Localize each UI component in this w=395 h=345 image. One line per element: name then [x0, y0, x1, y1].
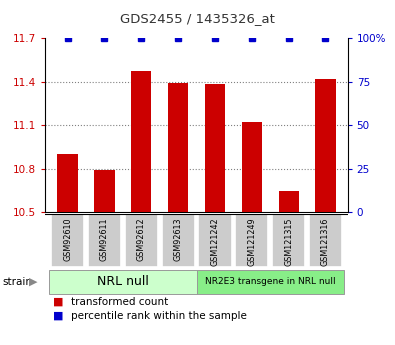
Text: ■: ■: [53, 311, 64, 321]
Bar: [309, 215, 342, 267]
Text: GDS2455 / 1435326_at: GDS2455 / 1435326_at: [120, 12, 275, 25]
Bar: [235, 215, 268, 267]
Text: percentile rank within the sample: percentile rank within the sample: [71, 311, 247, 321]
Text: GSM92611: GSM92611: [100, 218, 109, 261]
Text: transformed count: transformed count: [71, 297, 168, 307]
Bar: [57, 154, 78, 212]
Text: GSM92612: GSM92612: [137, 218, 146, 261]
Bar: [131, 71, 151, 212]
Text: GSM121249: GSM121249: [247, 218, 256, 266]
Bar: [51, 215, 84, 267]
Text: ▶: ▶: [29, 277, 38, 287]
Bar: [272, 215, 305, 267]
Text: GSM92610: GSM92610: [63, 218, 72, 261]
Text: GSM121316: GSM121316: [321, 218, 330, 266]
Bar: [125, 215, 158, 267]
Text: GSM92613: GSM92613: [173, 218, 182, 261]
Text: strain: strain: [2, 277, 32, 287]
Text: NR2E3 transgene in NRL null: NR2E3 transgene in NRL null: [205, 277, 335, 286]
Bar: [168, 83, 188, 212]
Bar: [88, 215, 121, 267]
Bar: [49, 270, 197, 294]
Bar: [94, 170, 115, 212]
Bar: [278, 191, 299, 212]
Bar: [197, 270, 344, 294]
Text: ■: ■: [53, 297, 64, 307]
Text: GSM121242: GSM121242: [211, 218, 220, 266]
Bar: [242, 122, 262, 212]
Text: NRL null: NRL null: [97, 275, 149, 288]
Bar: [205, 85, 225, 212]
Bar: [315, 79, 336, 212]
Bar: [162, 215, 195, 267]
Bar: [198, 215, 231, 267]
Text: GSM121315: GSM121315: [284, 218, 293, 266]
